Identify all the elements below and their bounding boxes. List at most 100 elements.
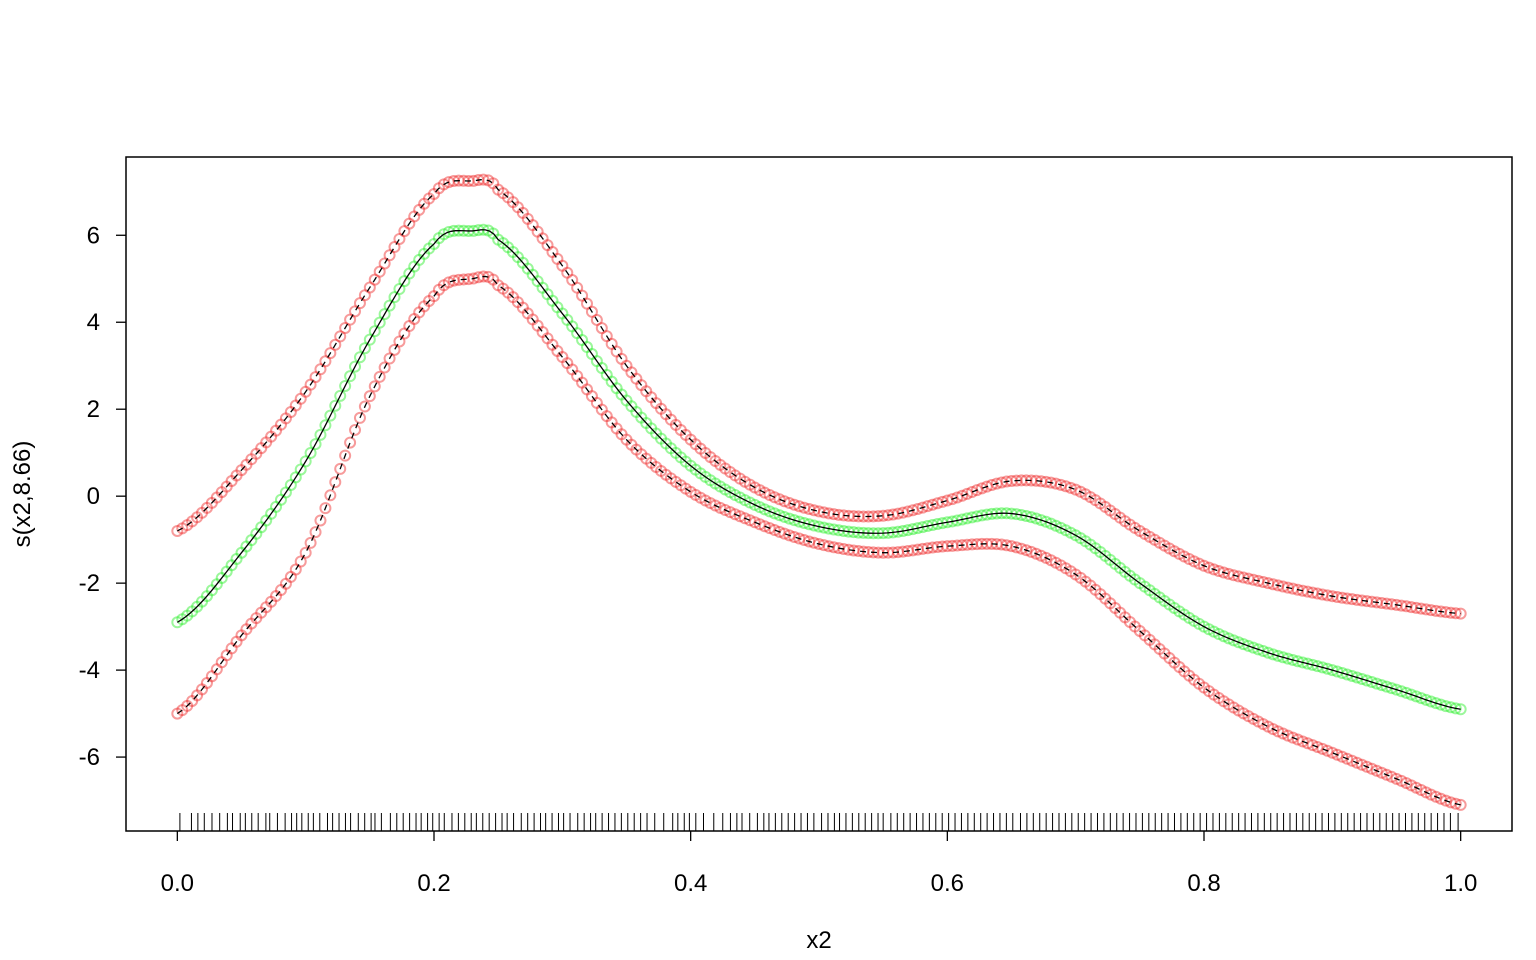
data-point	[635, 411, 648, 424]
y-tick-label: -2	[79, 570, 100, 597]
data-point	[793, 532, 806, 545]
data-point	[1321, 662, 1334, 675]
data-point	[511, 251, 524, 264]
data-point	[388, 241, 401, 254]
data-point	[284, 570, 297, 583]
data-point	[1232, 570, 1245, 583]
data-point	[210, 578, 223, 591]
data-point	[521, 262, 534, 275]
data-point	[1202, 561, 1215, 574]
data-point	[1247, 641, 1260, 654]
data-point	[1360, 674, 1373, 687]
data-point	[279, 412, 292, 425]
data-point	[1188, 673, 1201, 686]
data-point	[827, 541, 840, 554]
data-point	[1429, 604, 1442, 617]
data-point	[176, 522, 189, 535]
data-point	[487, 177, 500, 190]
data-point	[482, 224, 495, 237]
data-point	[181, 699, 194, 712]
data-point	[743, 496, 756, 509]
data-point	[936, 517, 949, 530]
data-point	[516, 206, 529, 219]
data-point	[1365, 762, 1378, 775]
data-point	[423, 242, 436, 255]
data-point	[428, 187, 440, 200]
data-point	[901, 505, 914, 518]
data-point	[590, 313, 603, 326]
data-point	[1044, 517, 1057, 530]
data-point	[896, 525, 909, 537]
data-point	[743, 478, 756, 491]
x-tick-label: 0.8	[1187, 870, 1220, 897]
data-point	[1439, 794, 1452, 807]
data-point	[1336, 591, 1349, 604]
data-point	[743, 514, 756, 527]
data-point	[813, 538, 825, 551]
data-point	[610, 382, 623, 395]
data-point	[176, 704, 189, 717]
data-point	[1188, 555, 1201, 568]
data-point	[511, 201, 524, 214]
data-point	[546, 338, 559, 351]
data-point	[1306, 658, 1319, 671]
data-point	[605, 416, 618, 429]
data-point	[487, 273, 500, 286]
data-point	[1094, 546, 1107, 558]
data-point	[1114, 511, 1127, 524]
data-point	[1385, 682, 1398, 695]
data-point	[1010, 474, 1023, 487]
y-tick-label: 0	[87, 483, 100, 510]
data-point	[1084, 538, 1097, 551]
data-point	[1153, 536, 1166, 549]
data-point	[1296, 735, 1309, 748]
data-point	[1385, 770, 1398, 783]
x-tick-label: 0.6	[931, 870, 964, 897]
data-point	[1281, 729, 1294, 742]
x-tick-label: 0.2	[417, 870, 450, 897]
data-point	[729, 488, 742, 501]
data-point	[1138, 629, 1151, 642]
data-point	[304, 446, 317, 459]
data-point	[561, 313, 574, 326]
data-point	[1079, 575, 1092, 588]
data-point	[1173, 547, 1186, 560]
data-point	[171, 616, 184, 629]
data-point	[1272, 725, 1285, 738]
series-points-upper-band	[171, 173, 1467, 620]
data-point	[1020, 509, 1033, 522]
data-point	[1212, 628, 1225, 641]
lines-layer	[176, 179, 1461, 806]
y-tick-label: -6	[79, 744, 100, 771]
data-point	[294, 392, 307, 405]
data-point	[966, 511, 979, 524]
data-point	[358, 342, 371, 355]
data-point	[373, 265, 386, 278]
data-point	[309, 371, 322, 384]
data-point	[585, 348, 598, 361]
data-point	[872, 510, 885, 523]
data-point	[748, 516, 761, 529]
data-point	[299, 385, 312, 398]
data-point	[1114, 561, 1127, 574]
data-point	[961, 512, 974, 525]
data-point	[393, 335, 406, 348]
data-point	[383, 352, 396, 365]
data-point	[284, 478, 297, 491]
data-point	[931, 497, 944, 510]
data-point	[719, 462, 732, 475]
data-point	[1123, 518, 1136, 531]
data-point	[1188, 614, 1201, 627]
data-point	[709, 499, 722, 512]
data-point	[808, 504, 821, 517]
data-point	[1158, 594, 1171, 607]
data-point	[650, 427, 663, 440]
data-point	[1316, 742, 1329, 755]
data-point	[1257, 645, 1270, 658]
data-point	[1336, 750, 1349, 763]
data-point	[1420, 786, 1433, 799]
data-point	[225, 559, 238, 572]
data-point	[383, 249, 396, 262]
data-point	[729, 508, 742, 521]
data-point	[171, 707, 184, 720]
